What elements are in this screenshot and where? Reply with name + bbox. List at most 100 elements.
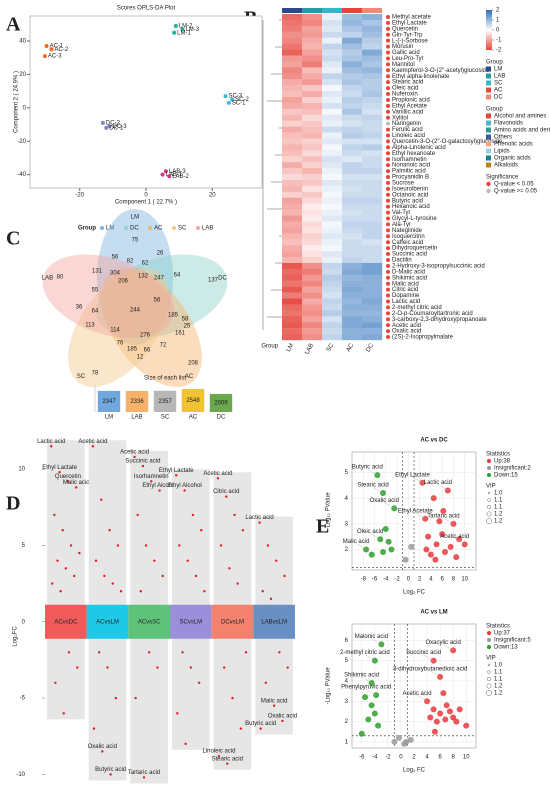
point	[236, 582, 239, 585]
row-label: Ferulic acid	[392, 127, 423, 133]
heatmap-cell	[362, 328, 383, 335]
legend-swatch	[487, 631, 491, 635]
heatmap-cell	[362, 114, 383, 121]
heatmap-cell	[322, 138, 343, 145]
x-tick-label: -20	[75, 193, 84, 199]
heatmap-cell	[342, 245, 363, 252]
legend-swatch	[486, 120, 491, 126]
point	[230, 97, 235, 102]
heatmap-cell	[322, 61, 343, 68]
heatmap-cell	[302, 79, 323, 86]
row-label: Citric acid	[392, 287, 418, 293]
point-label: Oxacylic acid	[425, 640, 460, 646]
point	[75, 486, 78, 489]
heatmap-cell	[342, 203, 363, 210]
heatmap-cell	[322, 25, 343, 32]
legend-title: VIP	[486, 484, 496, 490]
label-leader	[454, 538, 465, 545]
y-tick-label: 10	[18, 467, 25, 473]
value-label: 2548	[186, 398, 200, 404]
row-label: Butyric acid	[392, 198, 423, 204]
heatmap-cell	[302, 144, 323, 151]
group-strip	[282, 8, 302, 13]
colorbar-label: 1	[496, 18, 500, 24]
point-label: LAB-1	[166, 172, 183, 178]
heatmap-cell	[282, 168, 303, 175]
heatmap-cell	[342, 280, 363, 287]
point	[407, 736, 414, 743]
point	[388, 546, 395, 553]
point	[97, 651, 101, 654]
legend-swatch	[486, 188, 491, 194]
point-label: Oxalic acid	[88, 744, 117, 750]
heatmap-cell	[302, 61, 323, 68]
significance-dot	[386, 186, 390, 191]
heatmap-cell	[302, 251, 323, 258]
label-leader	[430, 670, 441, 678]
x-axis-label: Group	[261, 344, 278, 350]
group-label: DCvsLM	[221, 619, 244, 625]
point	[431, 728, 438, 735]
heatmap-cell	[282, 37, 303, 44]
venn-count: 25	[184, 324, 191, 330]
venn-count: 208	[188, 361, 199, 367]
point	[275, 559, 278, 562]
point	[64, 567, 68, 570]
point-label: Ethyl Lactate	[159, 468, 194, 474]
point	[440, 508, 447, 514]
point-label: Malic acid	[343, 539, 370, 545]
heatmap-cell	[342, 67, 363, 74]
heatmap-cell	[322, 73, 343, 80]
legend-title: VIP	[486, 656, 496, 662]
legend-label: Amino acids and derivatives	[494, 128, 550, 134]
row-label: L-(-)-Sorbose	[392, 38, 428, 44]
heatmap-cell	[302, 203, 323, 210]
legend-swatch	[487, 670, 491, 674]
heatmap-cell	[342, 262, 363, 270]
heatmap-cell	[282, 126, 303, 133]
heatmap-cell	[362, 185, 383, 193]
label-leader	[443, 644, 454, 651]
point-label: Oxalic acid	[268, 714, 297, 720]
point	[391, 738, 398, 745]
point	[100, 498, 103, 501]
venn-count: 58	[182, 317, 189, 323]
venn-count: 80	[57, 275, 64, 281]
heatmap-cell	[302, 215, 323, 222]
point	[91, 445, 95, 448]
heatmap-cell	[302, 322, 323, 329]
heatmap-cell	[322, 168, 343, 175]
point	[189, 666, 193, 669]
heatmap-cell	[282, 233, 303, 240]
legend-swatch	[486, 504, 492, 510]
heatmap-cell	[302, 91, 323, 98]
heatmap-cell	[302, 19, 323, 27]
venn-count: 114	[110, 328, 120, 334]
heatmap-cell	[302, 150, 323, 157]
heatmap-cell	[322, 251, 343, 258]
legend-swatch	[486, 113, 491, 119]
point	[439, 531, 446, 538]
heatmap-cell	[362, 286, 383, 293]
point	[456, 536, 463, 543]
significance-dot	[386, 20, 390, 25]
point-label: 3-dihydroxybutanedioic acid	[393, 666, 467, 672]
significance-dot	[386, 257, 390, 262]
significance-dot	[386, 329, 390, 334]
group-label: ACvsSC	[138, 619, 161, 625]
point	[116, 544, 120, 547]
point	[67, 651, 71, 654]
y-tick-label: -40	[17, 172, 26, 178]
colorbar-label: -1	[496, 38, 502, 44]
significance-dot	[386, 109, 390, 114]
legend-swatch	[124, 226, 128, 230]
venn-count: 64	[174, 273, 181, 279]
heatmap-cell	[322, 310, 343, 317]
heatmap-cell	[362, 37, 383, 44]
y-tick-label: 5	[22, 543, 26, 549]
heatmap-cell	[302, 292, 323, 299]
point	[382, 525, 389, 532]
heatmap-cell	[322, 215, 343, 222]
heatmap-cell	[322, 221, 343, 228]
